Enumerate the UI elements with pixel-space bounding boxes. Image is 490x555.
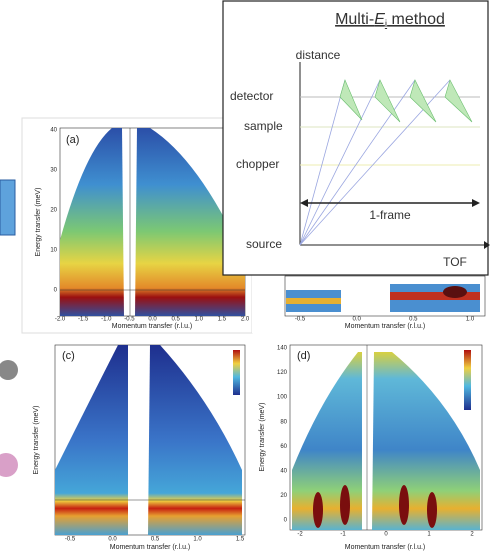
heatmap	[399, 485, 409, 525]
x-tick-label: -2	[297, 532, 303, 538]
heatmap	[313, 492, 323, 528]
side-box	[0, 179, 16, 236]
panel-a: (a) Energy transfer (meV) Momentum trans…	[21, 117, 253, 334]
level-label: source	[246, 237, 282, 251]
y-axis-label: distance	[296, 48, 341, 62]
title-subscript: i	[385, 19, 387, 30]
x-tick-label: 0.5	[171, 317, 180, 323]
level-label: chopper	[236, 157, 279, 171]
title-suffix: method	[387, 11, 445, 28]
inset-diagram: Multi-Ei method distance detector sample…	[222, 0, 490, 276]
x-tick-label: 1.5	[236, 537, 245, 543]
y-axis-label: Energy transfer (meV)	[33, 406, 40, 475]
x-tick-label: -2.0	[55, 317, 66, 323]
x-tick-label: -1	[340, 532, 346, 538]
x-tick-label: -0.5	[124, 317, 135, 323]
x-axis-label: Momentum transfer (r.l.u.)	[345, 544, 426, 551]
heatmap	[55, 345, 128, 535]
x-axis-label: TOF	[443, 255, 467, 269]
y-tick-label: 0	[54, 288, 58, 294]
y-tick-label: 20	[50, 208, 57, 214]
x-tick-label: 0.0	[148, 317, 157, 323]
heatmap	[390, 292, 480, 300]
x-tick-label: 2.0	[241, 317, 250, 323]
heatmap	[443, 286, 467, 298]
level-label: detector	[230, 89, 273, 103]
detector-windows	[339, 79, 473, 123]
y-tick-label: 100	[277, 395, 288, 401]
side-image	[0, 360, 18, 380]
x-tick-label: 0.0	[352, 317, 361, 323]
x-tick-label: 0.5	[151, 537, 160, 543]
colorbar	[464, 350, 471, 410]
x-tick-label: -0.5	[295, 317, 306, 323]
panel-b: Momentum transfer (r.l.u.) -0.5 0.0 0.5 1.0	[252, 270, 490, 333]
x-tick-label: 1.0	[193, 537, 202, 543]
panel-d: (d) Momentum transfer (r.l.u.) Energy tr…	[259, 344, 483, 551]
x-axis-label: Momentum transfer (r.l.u.)	[345, 323, 426, 330]
y-axis-label: Energy transfer (meV)	[259, 403, 266, 472]
y-tick-label: 40	[50, 128, 57, 134]
y-axis-label: Energy transfer (meV)	[35, 188, 42, 257]
y-tick-label: 0	[284, 518, 288, 524]
y-tick-label: 120	[277, 370, 288, 376]
title-symbol: E	[374, 11, 385, 28]
x-tick-label: 0	[384, 532, 388, 538]
y-tick-label: 80	[280, 419, 287, 425]
inset-title: Multi-Ei method	[335, 11, 445, 29]
y-tick-label: 60	[280, 444, 287, 450]
x-tick-label: 1.0	[195, 317, 204, 323]
x-tick-label: 1.5	[218, 317, 227, 323]
x-tick-label: -1.0	[101, 317, 112, 323]
inset-frame	[222, 0, 489, 276]
heatmap	[60, 128, 124, 316]
heatmap	[340, 485, 350, 525]
x-tick-label: 2	[470, 532, 474, 538]
y-tick-label: 140	[277, 346, 288, 352]
title-text: Multi-	[335, 11, 374, 28]
heatmap	[286, 298, 341, 304]
x-tick-label: 0.0	[108, 537, 117, 543]
x-tick-label: -1.5	[78, 317, 89, 323]
side-image	[0, 453, 18, 477]
arrow-head	[484, 241, 490, 249]
panel-label: (a)	[66, 134, 79, 146]
x-tick-label: 1.0	[466, 317, 475, 323]
panel-c: (c) Momentum transfer (r.l.u.) Energy tr…	[33, 344, 246, 551]
x-tick-label: 0.5	[409, 317, 418, 323]
heatmap	[372, 352, 480, 530]
y-tick-label: 20	[280, 493, 287, 499]
heatmap	[135, 128, 245, 316]
level-label: sample	[244, 119, 283, 133]
panel-label: (d)	[297, 350, 310, 362]
arrow-head	[472, 199, 480, 207]
x-tick-label: 1	[427, 532, 431, 538]
x-axis-label: Momentum transfer (r.l.u.)	[110, 544, 191, 551]
panel-label: (c)	[62, 350, 75, 362]
arrow-head	[300, 199, 308, 207]
y-tick-label: 10	[50, 248, 57, 254]
y-tick-label: 40	[280, 468, 287, 474]
frame-label: 1-frame	[369, 208, 411, 222]
x-axis-label: Momentum transfer (r.l.u.)	[112, 323, 193, 330]
colorbar	[233, 350, 240, 395]
heatmap	[148, 345, 242, 535]
y-tick-label: 30	[50, 168, 57, 174]
heatmap	[427, 492, 437, 528]
x-tick-label: -0.5	[65, 537, 76, 543]
